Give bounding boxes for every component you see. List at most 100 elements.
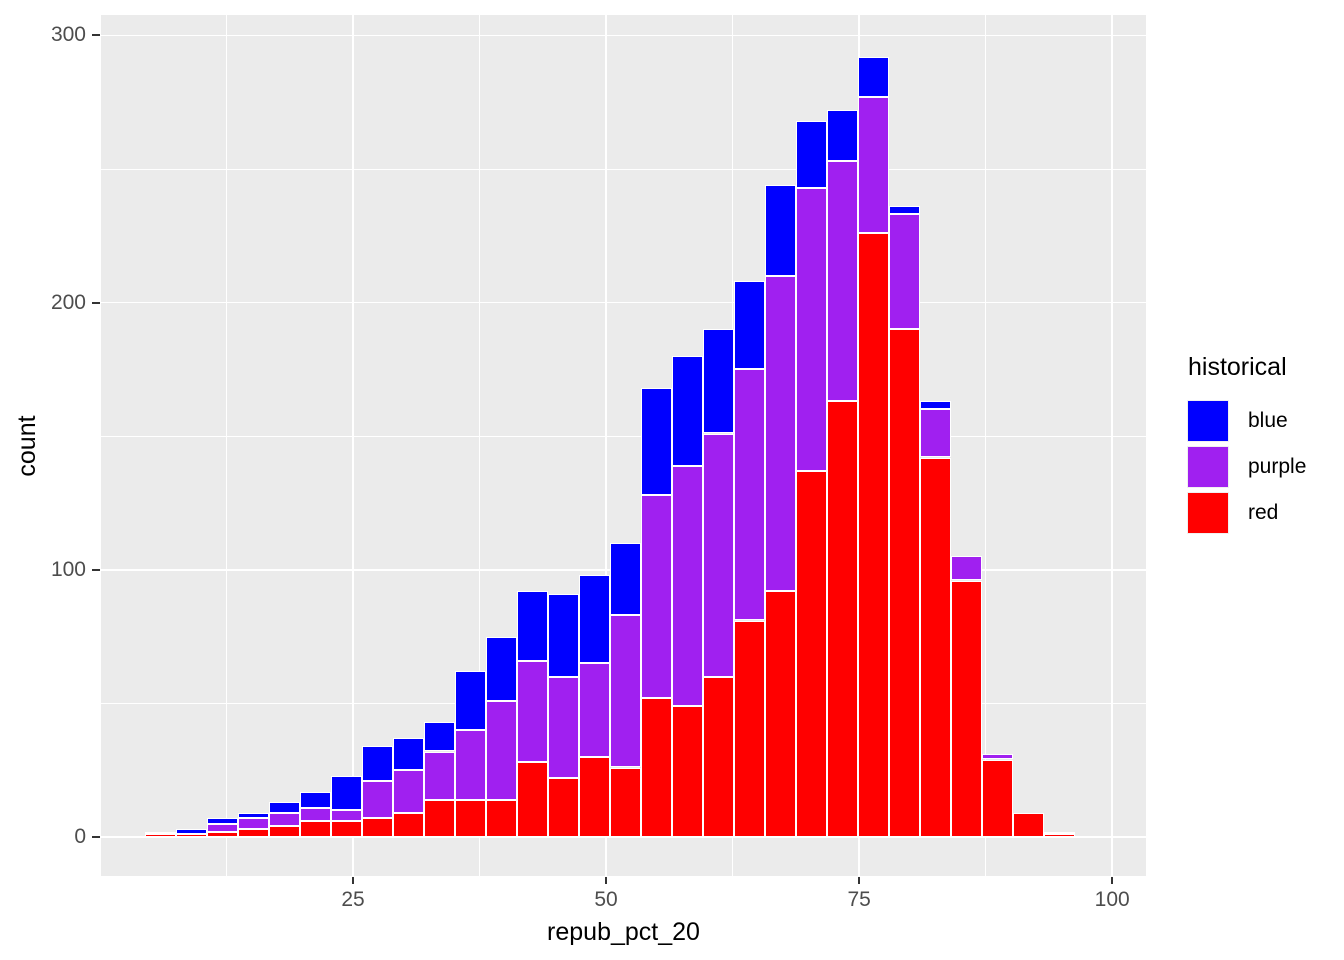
y-tick-mark [92, 301, 100, 304]
y-tick-label: 200 [50, 290, 86, 314]
x-tick-mark [858, 877, 861, 884]
bar-segment-blue [548, 593, 579, 677]
bar-segment-purple [702, 433, 734, 677]
legend-label-red: red [1248, 501, 1279, 524]
bar-segment-red [424, 799, 455, 837]
bar-segment-blue [393, 738, 424, 771]
legend: historical blue purple red [1187, 352, 1307, 536]
bar-segment-red [734, 620, 765, 837]
bar-segment-blue [765, 185, 796, 276]
legend-label-blue: blue [1248, 409, 1288, 432]
bar-segment-red [145, 834, 176, 837]
bar-segment-red [578, 756, 610, 837]
bar-segment-red [548, 778, 579, 837]
bar-segment-purple [424, 751, 455, 800]
gridline-minor [101, 435, 1146, 437]
bar-segment-blue [176, 829, 207, 835]
bar-segment-blue [330, 775, 362, 811]
x-tick-mark [1111, 877, 1114, 884]
y-tick-mark [92, 568, 100, 571]
bar-segment-blue [206, 818, 238, 824]
bar-segment-purple [920, 409, 951, 458]
bar-segment-red [610, 767, 641, 837]
gridline-major [352, 15, 354, 876]
bar-segment-red [858, 233, 889, 837]
bar-segment-purple [300, 807, 331, 821]
legend-entry-blue: blue [1187, 398, 1306, 444]
bar-segment-purple [517, 660, 548, 763]
gridline-major [101, 34, 1146, 37]
y-tick-label: 300 [50, 23, 86, 47]
bar-segment-blue [238, 812, 269, 819]
bar-segment-purple [889, 214, 920, 330]
gridline-minor [101, 168, 1146, 170]
bar-segment-purple [206, 823, 238, 832]
bar-segment-blue [858, 56, 889, 97]
x-tick-label: 25 [341, 888, 365, 911]
bar-segment-purple [796, 187, 827, 471]
bar-segment-red [672, 706, 703, 837]
legend-key-blue [1187, 400, 1229, 442]
bar-segment-blue [578, 575, 610, 664]
y-axis-title: count [13, 414, 41, 477]
bar-segment-red [702, 676, 734, 837]
bar-segment-blue [920, 401, 951, 410]
bar-segment-purple [393, 770, 424, 813]
bar-segment-purple [578, 663, 610, 757]
bar-segment-red [826, 401, 858, 837]
x-axis-title: repub_pct_20 [547, 918, 700, 946]
bar-segment-purple [950, 556, 982, 581]
bar-segment-blue [796, 120, 827, 188]
bar-segment-blue [672, 356, 703, 466]
x-tick-mark [352, 877, 354, 884]
bar-segment-red [300, 821, 331, 837]
bar-segment-red [982, 759, 1013, 837]
bar-segment-blue [826, 110, 858, 161]
legend-label-purple: purple [1248, 455, 1307, 478]
x-tick-label: 75 [847, 888, 871, 911]
x-tick-label: 50 [594, 888, 618, 911]
bar-segment-purple [734, 369, 765, 621]
bar-segment-red [206, 831, 238, 837]
bar-segment-red [486, 799, 517, 837]
bar-segment-red [269, 826, 300, 837]
bar-segment-red [1013, 812, 1044, 837]
bar-segment-blue [486, 636, 517, 701]
gridline-minor [226, 15, 227, 876]
bar-segment-red [362, 818, 393, 837]
x-tick-label: 100 [1094, 888, 1130, 911]
bar-segment-purple [858, 96, 889, 234]
bar-segment-red [889, 329, 920, 837]
bar-segment-purple [982, 754, 1013, 760]
bar-segment-blue [362, 746, 393, 781]
bar-segment-blue [424, 722, 455, 752]
bar-segment-blue [702, 329, 734, 434]
gridline-major [1111, 15, 1113, 876]
legend-title: historical [1188, 353, 1287, 381]
bar-segment-blue [889, 206, 920, 215]
bar-segment-purple [765, 275, 796, 592]
bar-segment-purple [238, 818, 269, 829]
bar-segment-purple [1044, 831, 1075, 835]
y-tick-mark [92, 836, 100, 838]
bar-segment-red [454, 799, 486, 837]
bar-segment-blue [454, 671, 486, 731]
legend-key-purple [1187, 446, 1229, 488]
bar-segment-purple [641, 494, 672, 698]
bar-segment-blue [269, 802, 300, 813]
bar-segment-blue [734, 281, 765, 370]
bar-segment-red [765, 591, 796, 837]
legend-entry-red: red [1187, 490, 1306, 536]
gridline-minor [985, 15, 987, 876]
bar-segment-red [176, 834, 207, 837]
bar-segment-purple [362, 780, 393, 819]
y-tick-label: 0 [74, 825, 86, 848]
y-tick-label: 100 [50, 557, 86, 581]
x-tick-mark [605, 877, 608, 884]
bar-segment-purple [548, 676, 579, 779]
bar-segment-red [393, 812, 424, 837]
bar-segment-blue [517, 591, 548, 661]
bar-segment-red [238, 829, 269, 837]
bar-segment-red [1044, 834, 1075, 837]
